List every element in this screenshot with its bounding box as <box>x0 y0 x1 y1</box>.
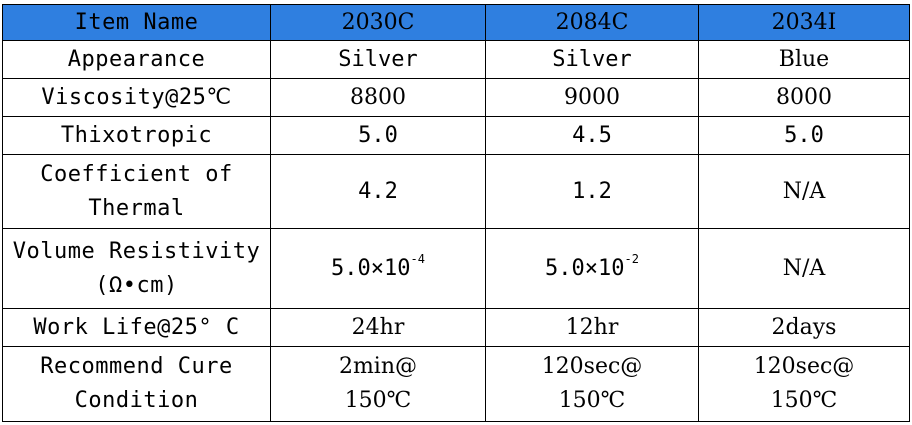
header-2034i: 2034I <box>698 4 910 41</box>
cell-text: 24hr <box>351 314 405 340</box>
row-label-line-1: Coefficient of <box>40 161 233 187</box>
cell-base: 5.0×10 <box>545 255 625 281</box>
cell-2030c: 5.0 <box>270 116 486 155</box>
cell-text: N/A <box>782 255 826 281</box>
cell-exponent: -4 <box>410 251 425 266</box>
cell-line-2: 150℃ <box>344 388 412 413</box>
header-item-name: Item Name <box>2 4 271 41</box>
cell-2084c: 9000 <box>485 78 699 117</box>
cell-text: 5.0 <box>358 122 398 148</box>
row-label: Coefficient of Thermal <box>2 154 271 229</box>
row-label-line-2: Thermal <box>88 195 185 221</box>
cell-text: 1.2 <box>572 178 612 204</box>
cell-2084c: 1.2 <box>485 154 699 229</box>
row-coefficient-thermal: Coefficient of Thermal 4.2 1.2 N/A <box>2 154 910 229</box>
cell-2034i: 5.0 <box>698 116 910 155</box>
row-label-line-1: Volume Resistivity <box>12 238 261 264</box>
row-label-text: Work Life@25° C <box>33 314 240 340</box>
row-label: Thixotropic <box>2 116 271 155</box>
cell-2034i: Blue <box>698 40 910 79</box>
row-viscosity: Viscosity@25℃ 8800 9000 8000 <box>2 78 910 117</box>
cell-2084c: 120sec@ 150℃ <box>485 346 699 422</box>
row-label-text: Appearance <box>67 46 206 72</box>
cell-line-2: 150℃ <box>558 388 626 413</box>
cell-text: 9000 <box>564 84 620 110</box>
row-label: Work Life@25° C <box>2 308 271 347</box>
cell-2030c: 24hr <box>270 308 486 347</box>
cell-2034i: N/A <box>698 228 910 309</box>
cell-text: 4.2 <box>358 178 398 204</box>
cell-2030c: 5.0×10-4 <box>270 228 486 309</box>
row-recommend-cure: Recommend Cure Condition 2min@ 150℃ 120s… <box>2 346 910 422</box>
row-label-text: Thixotropic <box>60 122 213 148</box>
row-label-text: Viscosity@25℃ <box>41 84 232 110</box>
cell-2084c: 4.5 <box>485 116 699 155</box>
cell-2084c: 5.0×10-2 <box>485 228 699 309</box>
cell-2034i: 8000 <box>698 78 910 117</box>
cell-exponent: -2 <box>624 251 639 266</box>
cell-2034i: 2days <box>698 308 910 347</box>
cell-2030c: 4.2 <box>270 154 486 229</box>
row-label: Appearance <box>2 40 271 79</box>
cell-line-2: 150℃ <box>770 388 838 413</box>
row-label: Volume Resistivity (Ω•cm) <box>2 228 271 309</box>
cell-text: 8800 <box>350 84 406 110</box>
row-thixotropic: Thixotropic 5.0 4.5 5.0 <box>2 116 910 155</box>
cell-text: N/A <box>782 178 826 204</box>
row-label-line-2: (Ω•cm) <box>95 272 178 298</box>
header-2084c: 2084C <box>485 4 699 41</box>
cell-base: 5.0×10 <box>331 255 411 281</box>
row-label: Viscosity@25℃ <box>2 78 271 117</box>
cell-text: 12hr <box>565 314 619 340</box>
row-volume-resistivity: Volume Resistivity (Ω•cm) 5.0×10-4 5.0×1… <box>2 228 910 309</box>
cell-line-1: 120sec@ <box>541 354 643 379</box>
cell-2030c: 8800 <box>270 78 486 117</box>
header-2030c: 2030C <box>270 4 486 41</box>
cell-text: Blue <box>778 46 830 72</box>
cell-text: Silver <box>552 46 632 72</box>
cell-text: Silver <box>338 46 418 72</box>
row-label-line-2: Condition <box>74 388 199 413</box>
cell-2084c: 12hr <box>485 308 699 347</box>
cell-2034i: N/A <box>698 154 910 229</box>
cell-2030c: Silver <box>270 40 486 79</box>
spec-table: Item Name 2030C 2084C 2034I Appearance S… <box>2 4 910 422</box>
row-label: Recommend Cure Condition <box>2 346 271 422</box>
cell-text: 4.5 <box>572 122 612 148</box>
cell-line-1: 2min@ <box>338 354 418 379</box>
row-appearance: Appearance Silver Silver Blue <box>2 40 910 79</box>
cell-2030c: 2min@ 150℃ <box>270 346 486 422</box>
row-label-line-1: Recommend Cure <box>40 354 233 379</box>
cell-text: 2days <box>771 314 837 340</box>
cell-text: 8000 <box>776 84 832 110</box>
cell-line-1: 120sec@ <box>753 354 855 379</box>
cell-2084c: Silver <box>485 40 699 79</box>
cell-2034i: 120sec@ 150℃ <box>698 346 910 422</box>
row-work-life: Work Life@25° C 24hr 12hr 2days <box>2 308 910 347</box>
header-row: Item Name 2030C 2084C 2034I <box>2 4 910 41</box>
cell-text: 5.0 <box>784 122 824 148</box>
